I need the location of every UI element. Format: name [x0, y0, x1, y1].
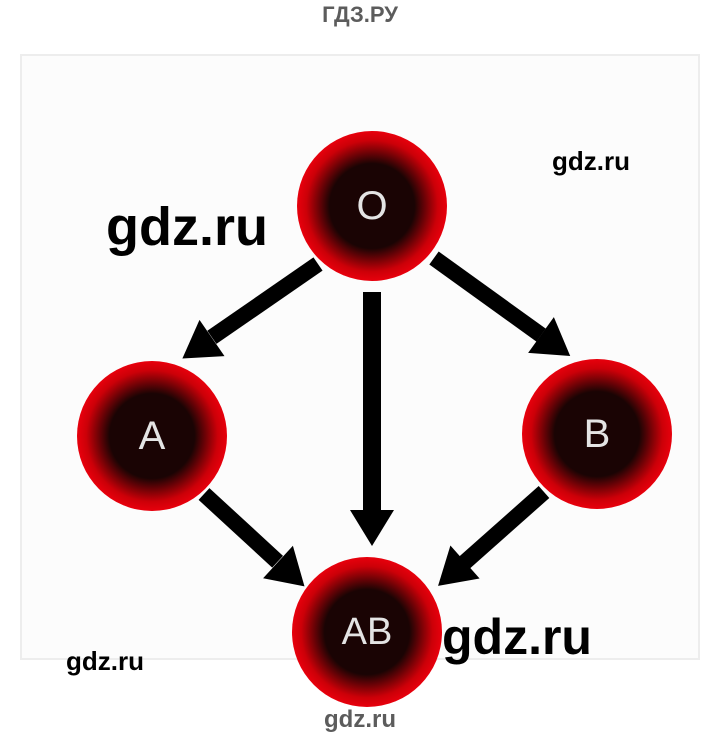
watermark-bottom-right: gdz.ru: [442, 608, 592, 666]
cell-a: A: [77, 361, 227, 511]
cell-b-label: B: [584, 412, 611, 457]
cell-b: B: [522, 359, 672, 509]
watermark-top-right: gdz.ru: [552, 146, 630, 177]
diagram-panel: O A B AB gdz.ru gdz.ru gdz.ru gdz.ru: [20, 54, 700, 660]
cell-o: O: [297, 131, 447, 281]
cell-ab-label: AB: [342, 611, 393, 654]
footer-watermark: gdz.ru: [0, 706, 720, 734]
cell-ab: AB: [292, 557, 442, 707]
cell-o-label: O: [356, 184, 387, 229]
page-root: ГДЗ.РУ O A B AB gdz.ru gdz.ru gdz.ru gdz…: [0, 0, 720, 742]
top-caption: ГДЗ.РУ: [0, 2, 720, 28]
watermark-big-left: gdz.ru: [106, 196, 268, 258]
cell-a-label: A: [139, 414, 166, 459]
watermark-bottom-left: gdz.ru: [66, 646, 144, 677]
